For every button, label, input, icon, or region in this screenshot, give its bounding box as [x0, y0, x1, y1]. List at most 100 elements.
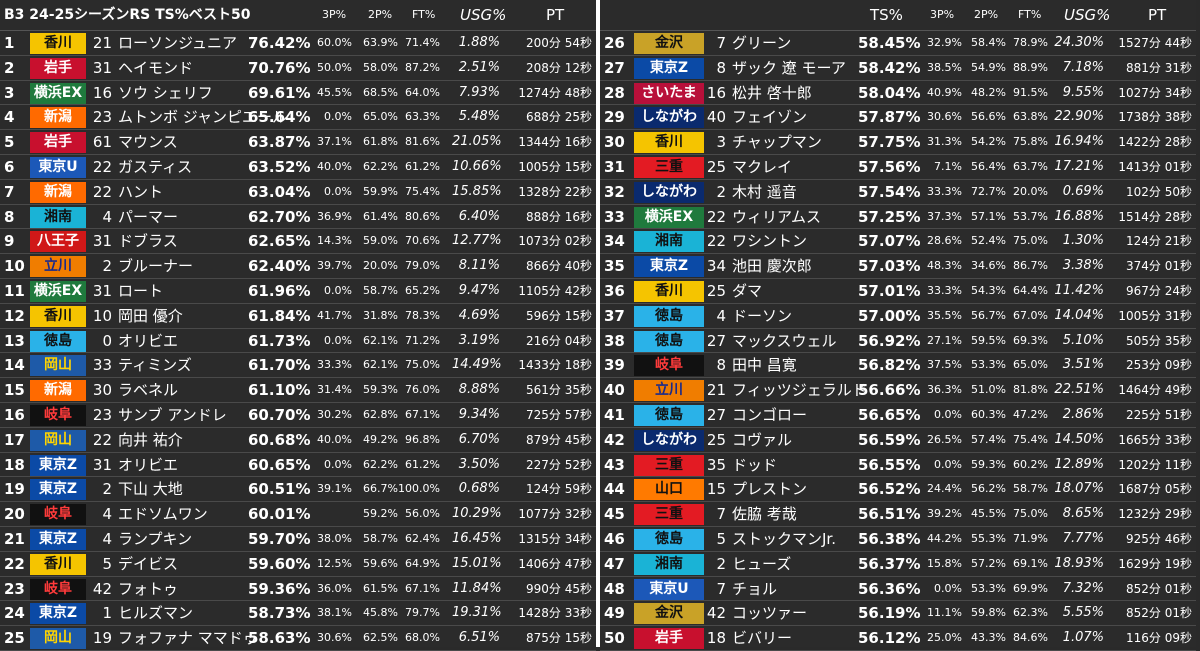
two-pt-value: 68.5% — [363, 85, 398, 99]
three-pt-value: 0.0% — [324, 333, 352, 347]
page-title: B3 24-25シーズンRS TS%ベスト50 — [4, 7, 251, 23]
two-pt-value: 58.7% — [363, 283, 398, 297]
team-badge: しながわ — [634, 107, 704, 129]
two-pt-value: 56.4% — [971, 159, 1006, 173]
table-row: 41 徳島 27 コンゴロー 56.65% 0.0% 60.3% 47.2% 2.86% 225分… — [600, 403, 1196, 428]
ft-value: 78.9% — [1013, 36, 1048, 49]
table-row: 38 徳島 27 マックスウェル 56.92% 27.1% 59.5% 69.3% 5.10% 5… — [600, 329, 1196, 354]
ts-value: 61.96% — [248, 281, 311, 300]
jersey-number: 21 — [706, 381, 726, 400]
two-pt-value: 31.8% — [363, 308, 398, 322]
table-row: 19 東京Z 2 下山 大地 60.51% 39.1% 66.7% 100.0% 0.68% 12… — [0, 477, 596, 503]
usg-value: 12.77% — [452, 233, 502, 249]
usg-value: 17.21% — [1054, 158, 1104, 174]
ts-value: 57.75% — [858, 133, 921, 152]
ts-value: 63.04% — [248, 182, 311, 201]
two-pt-value: 45.8% — [363, 606, 398, 620]
ts-value: 56.59% — [858, 430, 921, 449]
three-pt-value: 33.3% — [927, 283, 962, 297]
table-row: 37 徳島 4 ドーソン 57.00% 35.5% 56.7% 67.0% 14.04% 1005… — [600, 304, 1196, 329]
ft-value: 81.6% — [405, 135, 440, 149]
usg-value: 8.11% — [458, 258, 500, 274]
team-badge: 徳島 — [634, 305, 704, 327]
playing-time: 1202分 11秒 — [1118, 457, 1192, 472]
jersey-number: 42 — [706, 604, 726, 623]
team-badge: 岡山 — [30, 628, 86, 650]
two-pt-value: 59.6% — [363, 556, 398, 570]
usg-value: 9.34% — [458, 406, 500, 422]
usg-value: 7.32% — [1062, 580, 1104, 596]
player-name: プレストン — [732, 480, 808, 499]
ts-value: 61.84% — [248, 306, 311, 325]
jersey-number: 1 — [102, 604, 112, 623]
two-pt-value: 62.8% — [363, 407, 398, 421]
player-name: ガスティス — [118, 157, 193, 176]
team-badge: 金沢 — [634, 603, 704, 625]
two-pt-value: 61.8% — [363, 135, 398, 149]
ts-value: 57.07% — [858, 232, 921, 251]
rank-cell: 46 — [604, 529, 625, 548]
jersey-number: 2 — [102, 480, 112, 499]
three-pt-value: 37.3% — [927, 209, 962, 223]
table-row: 5 岩手 61 マウンス 63.87% 37.1% 61.8% 81.6% 21.05% 1344… — [0, 130, 596, 155]
playing-time: 1315分 34秒 — [518, 531, 592, 546]
jersey-number: 34 — [706, 257, 726, 276]
three-pt-value: 60.0% — [317, 36, 352, 49]
table-row: 49 金沢 42 コッツァー 56.19% 11.1% 59.8% 62.3% 5.55% 852… — [600, 601, 1196, 627]
rank-cell: 23 — [4, 579, 25, 598]
table-row: 32 しながわ 2 木村 遥音 57.54% 33.3% 72.7% 20.0% 0.69% 10… — [600, 180, 1196, 205]
three-pt-value: 40.0% — [317, 432, 352, 446]
jersey-number: 27 — [706, 331, 726, 350]
player-name: ラベネル — [118, 381, 179, 400]
team-badge: 東京Z — [30, 479, 86, 501]
ts-value: 58.73% — [248, 604, 311, 623]
ts-value: 56.65% — [858, 405, 921, 424]
three-pt-value: 44.2% — [927, 531, 962, 545]
rank-cell: 44 — [604, 480, 625, 499]
player-name: 田中 昌寛 — [732, 356, 797, 375]
ft-value: 75.0% — [1013, 234, 1048, 248]
player-name: オリビエ — [118, 331, 179, 350]
table-row: 20 岐阜 4 エドソムワン 60.01% 59.2% 56.0% 10.29% 1077分 3… — [0, 502, 596, 527]
table-row: 3 横浜EX 16 ソウ シェリフ 69.61% 45.5% 68.5% 64.0% 7.93%… — [0, 81, 596, 106]
team-badge: 香川 — [30, 33, 86, 54]
three-pt-value: 36.9% — [317, 209, 352, 223]
two-pt-value: 43.3% — [971, 631, 1006, 645]
jersey-number: 18 — [706, 629, 726, 648]
rank-cell: 50 — [604, 629, 625, 648]
ts-value: 60.70% — [248, 405, 311, 424]
rank-cell: 25 — [4, 629, 25, 648]
team-badge: 立川 — [30, 256, 86, 278]
jersey-number: 23 — [92, 405, 112, 424]
rank-cell: 5 — [4, 133, 15, 152]
ts-value: 62.65% — [248, 232, 311, 251]
ts-value: 69.61% — [248, 83, 311, 102]
ts-value: 56.38% — [858, 529, 921, 548]
player-name: ビバリー — [732, 629, 793, 648]
two-pt-value: 45.5% — [971, 507, 1006, 521]
usg-value: 4.69% — [458, 307, 500, 323]
usg-value: 5.10% — [1062, 332, 1104, 348]
player-name: ローソンジュニア — [118, 34, 237, 52]
table-row: 17 岡山 22 向井 祐介 60.68% 40.0% 49.2% 96.8% 6.70% 879… — [0, 428, 596, 453]
table-row: 8 湘南 4 パーマー 62.70% 36.9% 61.4% 80.6% 6.40% 888分 1… — [0, 205, 596, 230]
usg-value: 14.49% — [452, 357, 502, 373]
team-badge: 香川 — [30, 305, 86, 327]
three-pt-value: 15.8% — [927, 556, 962, 570]
rank-cell: 8 — [4, 207, 15, 226]
playing-time: 374分 01秒 — [1126, 259, 1192, 274]
rank-cell: 26 — [604, 34, 625, 52]
player-name: ヒルズマン — [118, 604, 194, 623]
player-name: 岡田 優介 — [118, 306, 183, 325]
jersey-number: 0 — [102, 331, 112, 350]
usg-value: 22.51% — [1054, 382, 1104, 398]
team-badge: 東京Z — [634, 57, 704, 79]
three-pt-value: 33.3% — [317, 358, 352, 372]
playing-time: 200分 54秒 — [526, 36, 592, 50]
rank-cell: 35 — [604, 257, 625, 276]
usg-value: 14.04% — [1054, 307, 1104, 323]
ft-value: 88.9% — [1013, 60, 1048, 74]
usg-value: 5.55% — [1062, 605, 1104, 621]
rank-cell: 42 — [604, 430, 625, 449]
rank-cell: 33 — [604, 207, 625, 226]
